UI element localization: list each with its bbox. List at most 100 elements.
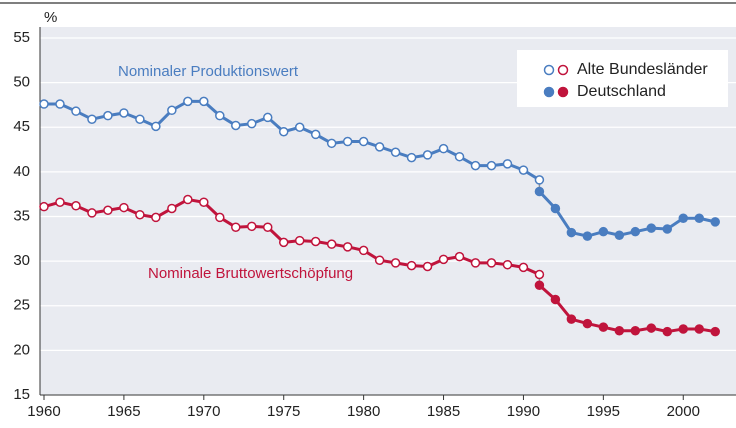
y-tick-label: 20 <box>13 341 30 358</box>
point <box>710 326 720 337</box>
point <box>71 201 81 211</box>
y-tick-label: 50 <box>13 74 30 91</box>
point <box>151 212 161 223</box>
point <box>374 255 385 265</box>
point <box>135 114 145 124</box>
point <box>582 231 593 241</box>
point <box>662 224 673 234</box>
point <box>486 258 497 268</box>
point <box>262 112 273 123</box>
y-tick-label: 25 <box>13 297 30 314</box>
y-tick-label: 35 <box>13 207 30 224</box>
point <box>231 222 241 232</box>
point <box>151 121 161 132</box>
point <box>534 280 545 290</box>
legend-label: Alte Bundesländer <box>577 61 708 78</box>
point <box>326 138 337 149</box>
point <box>294 235 305 246</box>
point <box>215 212 225 223</box>
legend-marker <box>557 64 569 76</box>
x-tick-label: 1965 <box>107 403 140 420</box>
point <box>534 186 545 197</box>
series-label: Nominale Bruttowertschöpfung <box>148 265 353 282</box>
point <box>247 118 257 129</box>
point <box>534 175 545 185</box>
point <box>454 251 465 262</box>
point <box>262 222 273 232</box>
point <box>390 147 401 157</box>
point <box>326 239 337 249</box>
point <box>646 323 657 333</box>
point <box>566 314 577 324</box>
point <box>199 197 209 207</box>
point <box>678 213 689 224</box>
point <box>662 326 673 337</box>
point <box>598 226 609 237</box>
legend-marker <box>557 86 569 98</box>
point <box>678 324 689 334</box>
point <box>470 160 481 171</box>
point <box>294 122 305 132</box>
point <box>103 110 113 121</box>
point <box>374 142 385 152</box>
point <box>502 259 513 270</box>
point <box>406 260 417 271</box>
point <box>694 324 704 334</box>
point <box>342 136 353 147</box>
point <box>310 236 321 247</box>
x-tick-label: 1980 <box>347 403 380 420</box>
y-tick-label: 55 <box>13 29 30 46</box>
point <box>310 129 321 140</box>
point <box>406 152 417 163</box>
y-unit-label: % <box>44 9 57 26</box>
point <box>438 254 449 265</box>
point <box>566 227 577 238</box>
point <box>135 209 145 220</box>
point <box>422 150 433 160</box>
point <box>278 237 289 248</box>
point <box>119 108 129 118</box>
point <box>694 213 704 224</box>
point <box>614 325 625 336</box>
y-tick-label: 40 <box>13 163 30 180</box>
point <box>502 159 513 169</box>
x-tick-label: 1970 <box>187 403 220 420</box>
legend-box <box>517 50 728 107</box>
point <box>550 294 561 305</box>
point <box>390 258 401 268</box>
point <box>183 194 193 205</box>
point <box>630 325 641 336</box>
point <box>167 105 177 116</box>
point <box>247 221 257 232</box>
point <box>518 165 529 175</box>
point <box>358 136 369 147</box>
point <box>550 203 561 214</box>
point <box>646 223 657 233</box>
x-tick-label: 1975 <box>267 403 300 420</box>
point <box>470 258 481 268</box>
y-tick-label: 30 <box>13 252 30 269</box>
point <box>582 318 593 329</box>
point <box>534 269 545 280</box>
legend-marker <box>543 86 555 98</box>
point <box>598 322 609 332</box>
point <box>39 99 49 109</box>
point <box>183 96 193 107</box>
point <box>342 242 353 252</box>
point <box>454 151 465 162</box>
x-tick-label: 1995 <box>587 403 620 420</box>
point <box>71 106 81 116</box>
point <box>486 160 497 171</box>
x-tick-label: 1990 <box>507 403 540 420</box>
x-tick-label: 1985 <box>427 403 460 420</box>
point <box>103 205 113 216</box>
point <box>438 143 449 154</box>
point <box>167 203 177 214</box>
x-tick-label: 2000 <box>667 403 700 420</box>
point <box>87 208 97 218</box>
point <box>614 230 625 240</box>
point <box>55 99 65 109</box>
point <box>39 201 49 212</box>
point <box>630 226 641 237</box>
